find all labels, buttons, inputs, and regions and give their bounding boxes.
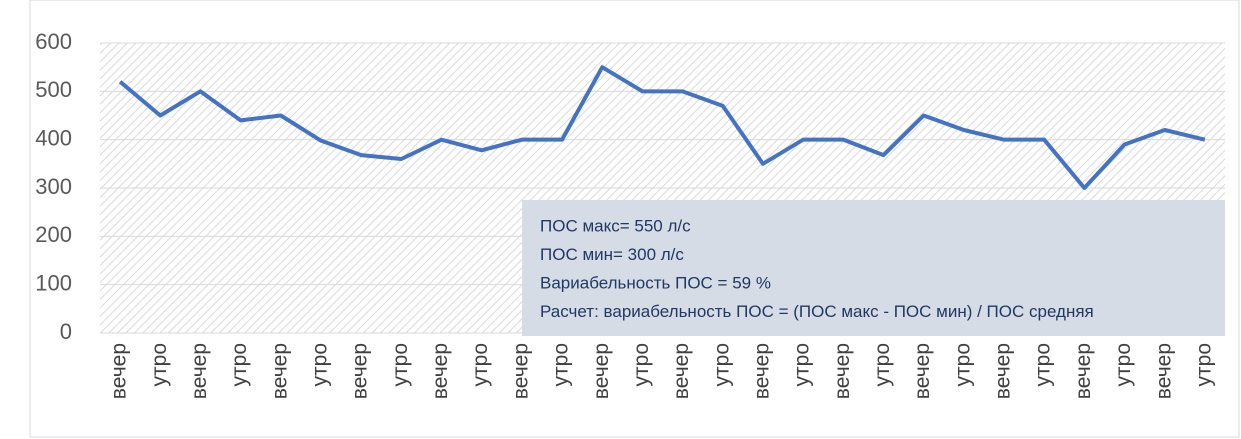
x-tick-label: утро [710,343,733,386]
x-tick-label: вечер [911,343,934,399]
chart-frame [29,0,1240,438]
x-tick-label: утро [309,343,332,386]
x-tick-label: вечер [1072,343,1095,399]
y-tick-label: 100 [35,270,72,295]
y-tick-label: 600 [35,29,72,54]
x-tick-label: вечер [670,343,693,399]
x-tick-label: вечер [590,343,613,399]
x-tick-label: вечер [349,343,372,399]
x-tick-label: утро [1032,343,1055,386]
x-tick-label: вечер [429,343,452,399]
x-tick-label: утро [1192,343,1215,386]
annotation-box [522,200,1225,336]
x-tick-label: вечер [509,343,532,399]
x-tick-label: вечер [750,343,773,399]
x-tick-label: утро [1112,343,1135,386]
x-tick-label: вечер [992,343,1015,399]
annotation-text: ПОС макс= 550 л/с [540,216,691,235]
x-tick-label: утро [791,343,814,386]
y-tick-label: 0 [60,319,72,344]
annotation-text: Вариабельность ПОС = 59 % [540,273,771,292]
y-tick-label: 300 [35,174,72,199]
annotation-text: Расчет: вариабельность ПОС = (ПОС макс -… [540,302,1094,321]
y-tick-label: 500 [35,77,72,102]
x-tick-label: вечер [831,343,854,399]
x-tick-label: утро [228,343,251,386]
annotation-text: ПОС мин= 300 л/с [540,245,684,264]
x-tick-label: вечер [188,343,211,399]
x-tick-label: вечер [108,343,131,399]
x-tick-label: утро [951,343,974,386]
x-tick-label: утро [389,343,412,386]
y-tick-label: 200 [35,222,72,247]
y-tick-label: 400 [35,125,72,150]
x-tick-label: утро [871,343,894,386]
data-line [118,65,1206,190]
x-tick-label: вечер [268,343,291,399]
x-tick-label: утро [630,343,653,386]
x-tick-label: утро [550,343,573,386]
x-tick-label: вечер [1152,343,1175,399]
x-tick-label: утро [469,343,492,386]
x-tick-label: утро [148,343,171,386]
